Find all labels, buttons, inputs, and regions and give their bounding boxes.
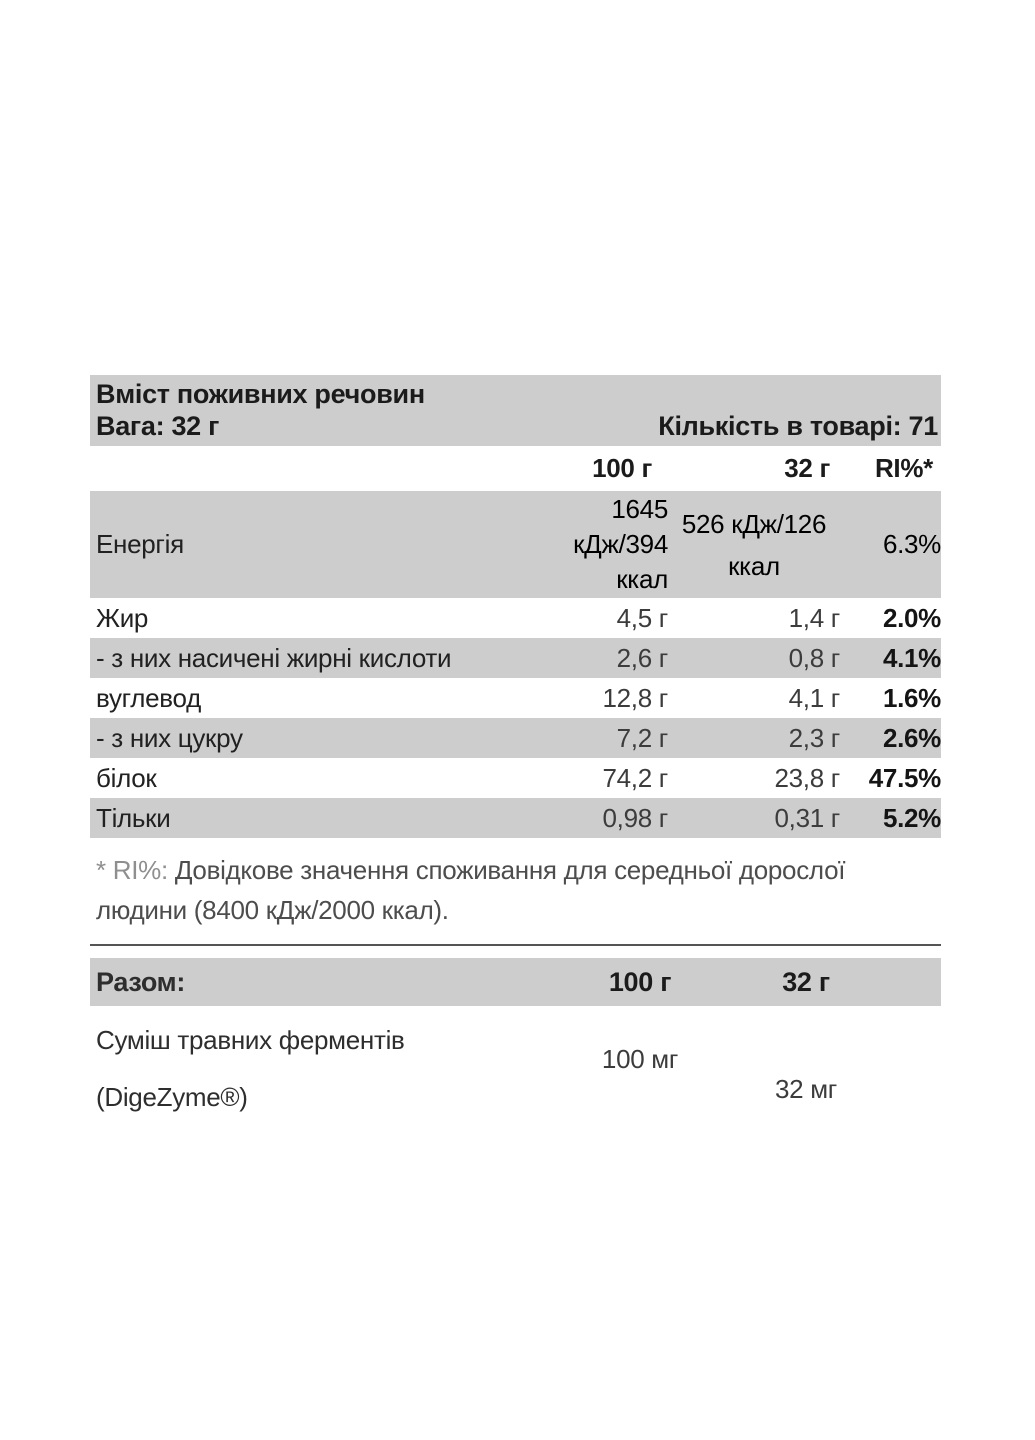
- table-row-energy: Енергія 1645 кДж/394 ккал 526 кДж/126 кк…: [90, 491, 941, 598]
- row-value-100g: 12,8 г: [602, 682, 668, 713]
- row-value-32g: 526 кДж/126 ккал: [681, 508, 827, 581]
- table-meta-row: Вага: 32 г Кількість в товарі: 71: [96, 411, 938, 442]
- row-value-32g: 2,3 г: [788, 722, 841, 753]
- row-label: Суміш травних ферментів (DigeZyme®): [96, 1025, 405, 1112]
- row-value-32g: 4,1 г: [788, 682, 841, 713]
- ri-footnote: * RI%: Довідкове значення споживання для…: [90, 838, 941, 944]
- supplement-header-32g: 32 г: [782, 966, 830, 997]
- table-row-protein: білок 74,2 г 23,8 г 47.5%: [90, 758, 941, 798]
- quantity-label: Кількість в товарі: 71: [658, 411, 938, 441]
- row-value-ri: 5.2%: [882, 802, 941, 833]
- row-value-ri: 4.1%: [882, 642, 941, 673]
- row-value-32g: 23,8 г: [774, 762, 840, 793]
- row-label: Жир: [96, 602, 149, 633]
- nutrition-facts-panel: Вміст поживних речовин Вага: 32 г Кількі…: [90, 375, 941, 1121]
- table-row-sugars: - з них цукру 7,2 г 2,3 г 2.6%: [90, 718, 941, 758]
- row-label: - з них цукру: [96, 722, 243, 753]
- row-value-100g: 4,5 г: [616, 602, 669, 633]
- table-row-saturated-fat: - з них насичені жирні кислоти 2,6 г 0,8…: [90, 638, 941, 678]
- row-value-ri: 2.6%: [882, 722, 941, 753]
- table-header-band: Вміст поживних речовин Вага: 32 г Кількі…: [90, 375, 941, 446]
- column-header-row: 100 г 32 г RI%*: [90, 446, 941, 491]
- supplement-table: Разом: 100 г 32 г Суміш травних ферменті…: [90, 958, 941, 1121]
- row-value-32g: 0,8 г: [788, 642, 841, 673]
- row-value-100g: 1645 кДж/394 ккал: [573, 494, 668, 594]
- row-value-100g: 7,2 г: [616, 722, 669, 753]
- row-value-100g: 0,98 г: [602, 802, 668, 833]
- table-row-fat: Жир 4,5 г 1,4 г 2.0%: [90, 598, 941, 638]
- row-label: білок: [96, 762, 157, 793]
- column-header-32g: 32 г: [784, 453, 830, 483]
- row-label: Енергія: [96, 529, 184, 559]
- weight-label: Вага: 32 г: [96, 411, 220, 441]
- row-value-32g: 0,31 г: [774, 802, 840, 833]
- row-value-32g: 32 мг: [774, 1074, 837, 1104]
- row-value-ri: 6.3%: [882, 529, 941, 559]
- ri-footnote-prefix: * RI%:: [96, 855, 175, 885]
- table-row-salt: Тільки 0,98 г 0,31 г 5.2%: [90, 798, 941, 838]
- row-value-ri: 2.0%: [882, 602, 941, 633]
- table-row-carbohydrate: вуглевод 12,8 г 4,1 г 1.6%: [90, 678, 941, 718]
- row-value-ri: 47.5%: [868, 762, 942, 793]
- row-value-ri: 1.6%: [882, 682, 941, 713]
- ri-footnote-text: Довідкове значення споживання для середн…: [96, 855, 846, 925]
- column-header-ri: RI%*: [874, 453, 933, 483]
- row-value-100g: 100 мг: [601, 1044, 679, 1074]
- table-title: Вміст поживних речовин: [96, 379, 425, 409]
- supplement-row-digezyme: Суміш травних ферментів (DigeZyme®) 100 …: [90, 1006, 941, 1121]
- row-label: Тільки: [96, 802, 171, 833]
- column-header-100g: 100 г: [592, 453, 652, 483]
- supplement-header-100g: 100 г: [608, 966, 672, 997]
- supplement-header-label: Разом:: [96, 966, 186, 997]
- row-value-32g: 1,4 г: [788, 602, 841, 633]
- row-value-100g: 74,2 г: [602, 762, 668, 793]
- row-label: вуглевод: [96, 682, 201, 713]
- row-label: - з них насичені жирні кислоти: [96, 642, 452, 673]
- supplement-header-row: Разом: 100 г 32 г: [90, 958, 941, 1006]
- row-value-100g: 2,6 г: [616, 642, 669, 673]
- section-divider: [90, 944, 941, 946]
